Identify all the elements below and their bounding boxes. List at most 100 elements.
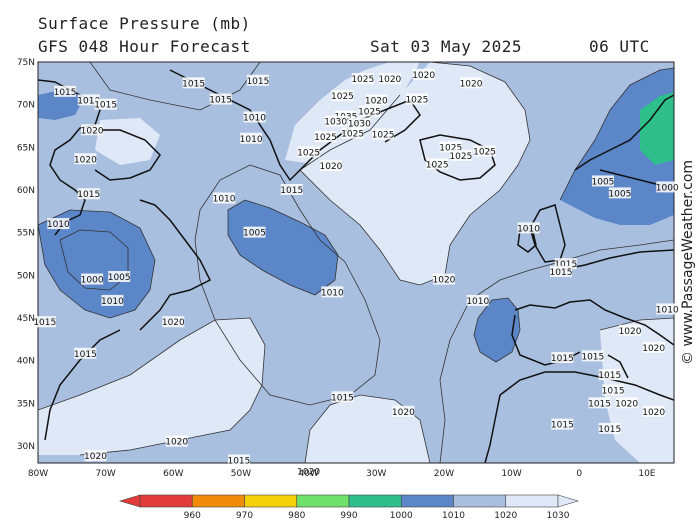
isobar-label: 1015 xyxy=(598,425,621,435)
map-frame xyxy=(37,61,675,464)
legend-arrow-high xyxy=(557,494,580,508)
region-1010-mid-atlantic-low xyxy=(228,200,338,295)
isobar-label: 1010 xyxy=(466,297,489,307)
isobar-label-bg xyxy=(209,93,232,105)
isobar-label: 1020 xyxy=(433,276,456,286)
isobar-label: 1015 xyxy=(77,190,100,200)
isobar-label-bg xyxy=(378,73,401,85)
isobar-label: 1010 xyxy=(243,113,266,123)
isobar-label: 1020 xyxy=(412,71,435,81)
isobar-label-bg xyxy=(358,105,381,117)
legend-swatch xyxy=(505,494,559,508)
isobar-label: 1005 xyxy=(108,273,131,283)
watermark-text: © www.PassageWeather.com xyxy=(680,160,696,365)
isobar-label: 1025 xyxy=(351,75,374,85)
isobar-label-bg xyxy=(439,141,462,153)
legend-swatch xyxy=(400,494,454,508)
lat-label: 65N xyxy=(17,143,35,153)
lon-label: 30W xyxy=(366,469,386,479)
isobar-label: 1015 xyxy=(602,386,625,396)
isobar-label-bg xyxy=(314,131,337,143)
legend-tick-label: 970 xyxy=(236,511,253,521)
isobar-label-bg xyxy=(47,218,70,230)
isobar-label: 1030 xyxy=(324,118,347,128)
isobar-label: 1015 xyxy=(550,268,573,278)
lon-label: 10E xyxy=(638,469,655,479)
isobar-label-bg xyxy=(101,294,124,306)
forecast-date: Sat 03 May 2025 xyxy=(370,37,522,56)
watermark: © www.PassageWeather.com xyxy=(680,160,696,365)
legend-swatch xyxy=(244,494,298,508)
isobar-label: 1015 xyxy=(246,77,269,87)
legend-tick-label: 960 xyxy=(184,511,201,521)
isobar-label: 1025 xyxy=(297,148,320,158)
isobar-label: 1020 xyxy=(615,399,638,409)
chart-title: Surface Pressure (mb) xyxy=(38,14,251,33)
legend-tick-label: 990 xyxy=(340,511,357,521)
isobar-label-bg xyxy=(656,181,679,193)
isobar-label-bg xyxy=(94,98,117,110)
isobar-label-bg xyxy=(615,397,638,409)
isobar-label-bg xyxy=(331,90,354,102)
isobar-label: 1015 xyxy=(227,456,250,466)
isobar-label-bg xyxy=(551,418,574,430)
legend-tick-label: 980 xyxy=(288,511,305,521)
isobar-label: 1010 xyxy=(213,195,236,205)
isobar-label: 1010 xyxy=(517,224,540,234)
isobar-label: 1025 xyxy=(473,148,496,158)
lon-label: 80W xyxy=(28,469,48,479)
region-1010-iberia-low xyxy=(474,298,520,362)
isobar-label-bg xyxy=(162,316,185,328)
isobar-label-bg xyxy=(656,303,679,315)
isobar-label-bg xyxy=(642,341,665,353)
isobar-label: 1020 xyxy=(81,126,104,136)
isobar-label-bg xyxy=(243,226,266,238)
isobar-label-bg xyxy=(598,369,621,381)
isobar-label-bg xyxy=(341,127,364,139)
isobar-label-bg xyxy=(246,74,269,86)
lon-label: 60W xyxy=(163,469,183,479)
lon-label: 20W xyxy=(434,469,454,479)
isobar-label: 1020 xyxy=(297,468,320,478)
isobar-label: 1015 xyxy=(182,79,205,89)
isobar-label: 1015 xyxy=(74,350,97,360)
isobar-label: 1015 xyxy=(280,186,303,196)
isobar-label: 1015 xyxy=(588,399,611,409)
legend-tick-label: 1000 xyxy=(390,511,413,521)
isobar-label: 1025 xyxy=(449,152,472,162)
isobar-label-bg xyxy=(554,258,577,270)
lon-label: 50W xyxy=(231,469,251,479)
region-1020-north-atlantic-high xyxy=(300,62,530,285)
pressure-legend: 960 970 980 990 1000 1010 1020 1030 xyxy=(118,494,580,521)
legend-arrow-low xyxy=(118,494,141,508)
isobar-label: 1015 xyxy=(94,101,117,111)
isobar-label-bg xyxy=(297,146,320,158)
lat-label: 70N xyxy=(17,101,35,111)
lat-label: 35N xyxy=(17,399,35,409)
isobar-label-bg xyxy=(77,188,100,200)
isobar-label: 1015 xyxy=(551,354,574,364)
isobar-label-bg xyxy=(449,149,472,161)
lat-label: 50N xyxy=(17,271,35,281)
isobar-label-bg xyxy=(412,68,435,80)
isobar-label: 1025 xyxy=(314,133,337,143)
legend-swatch xyxy=(139,494,193,508)
isobar-label: 1015 xyxy=(598,371,621,381)
isobar-label: 1010 xyxy=(321,288,344,298)
region-1020-subtropical-ridge xyxy=(38,318,265,455)
lon-label: 0 xyxy=(576,469,582,479)
isobar-label-bg xyxy=(348,117,371,129)
region-1000-scandinavia xyxy=(640,92,674,165)
isobar-label-bg xyxy=(74,347,97,359)
isobar-label-bg xyxy=(297,465,320,477)
region-1010-labrador-low xyxy=(38,210,155,318)
isobar-label: 1015 xyxy=(551,421,574,431)
isobar-label: 1015 xyxy=(331,393,354,403)
isobar-label-bg xyxy=(77,94,100,106)
isobar-label-bg xyxy=(324,115,347,127)
isobar-label-bg xyxy=(460,77,483,89)
isobar-label: 1020 xyxy=(642,344,665,354)
isobar-label-bg xyxy=(619,324,642,336)
isobar-label: 1015 xyxy=(554,260,577,270)
